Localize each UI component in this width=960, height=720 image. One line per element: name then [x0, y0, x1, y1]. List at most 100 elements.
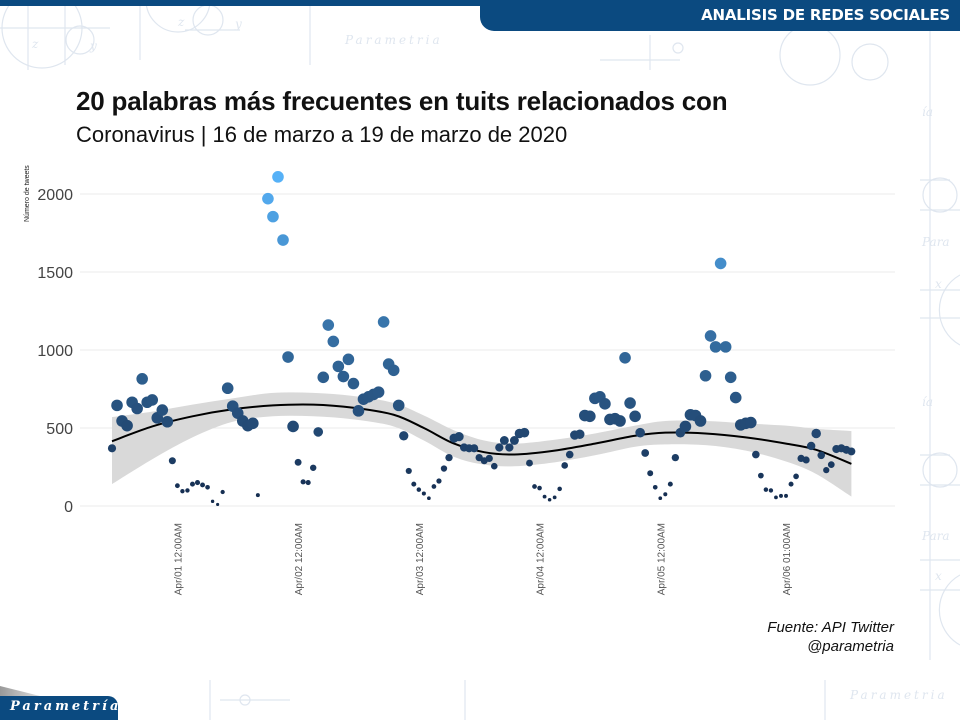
data-point — [411, 481, 417, 487]
data-point — [679, 420, 692, 433]
y-tick-label: 2000 — [37, 187, 73, 204]
data-point — [416, 487, 422, 492]
data-point — [255, 493, 260, 498]
data-point — [768, 488, 774, 493]
data-point — [729, 391, 742, 404]
y-tick-label: 1000 — [37, 343, 73, 360]
x-tick-label: Apr/04 12:00AM — [536, 523, 547, 595]
data-point — [156, 404, 169, 416]
y-tick-label: 1500 — [37, 265, 73, 282]
data-point — [641, 449, 650, 457]
data-point — [313, 427, 324, 437]
data-point — [440, 465, 448, 472]
smooth-trend-line — [111, 403, 852, 465]
data-point — [168, 457, 176, 465]
data-point — [210, 499, 215, 504]
chart-title: 20 palabras más frecuentes en tuits rela… — [76, 86, 728, 116]
x-tick-label: Apr/06 01:00AM — [782, 523, 793, 595]
data-point — [287, 420, 299, 433]
svg-text:Para: Para — [921, 235, 950, 249]
data-point — [490, 462, 498, 470]
x-axis-ticks: Apr/01 12:00AM Apr/02 12:00AM Apr/03 12:00… — [173, 523, 793, 595]
confidence-band — [112, 392, 852, 497]
data-point — [526, 459, 533, 467]
data-point — [200, 482, 205, 488]
data-point — [372, 386, 385, 398]
data-point — [847, 447, 856, 456]
data-point — [107, 444, 117, 453]
data-point — [817, 451, 825, 460]
data-point — [111, 399, 123, 412]
data-point — [827, 461, 835, 469]
data-point — [317, 371, 330, 384]
x-tick-label: Apr/01 12:00AM — [173, 523, 184, 595]
data-point — [121, 419, 133, 432]
data-point — [547, 497, 552, 502]
gridlines — [80, 193, 895, 507]
data-point — [719, 341, 732, 353]
data-point — [724, 371, 737, 384]
parametria-logo: Parametría — [0, 696, 118, 720]
data-point — [216, 502, 220, 507]
data-point — [704, 330, 717, 342]
data-point — [221, 382, 234, 395]
data-point — [485, 454, 493, 463]
data-point — [337, 370, 350, 383]
data-point — [305, 480, 311, 486]
data-point — [405, 467, 412, 474]
data-point — [758, 472, 764, 479]
data-point — [537, 485, 542, 491]
data-point — [647, 470, 654, 477]
data-point — [377, 316, 390, 328]
section-title: ANALISIS DE REDES SOCIALES — [701, 6, 950, 24]
data-point — [347, 377, 360, 390]
data-point — [185, 488, 190, 493]
data-point — [823, 467, 830, 474]
data-point — [802, 456, 810, 464]
data-point — [575, 429, 585, 439]
data-point — [282, 351, 294, 363]
data-point — [205, 484, 210, 490]
data-point — [505, 443, 514, 452]
data-point — [220, 489, 225, 495]
data-point — [811, 428, 821, 439]
data-point — [180, 489, 185, 494]
svg-text:ía: ía — [922, 395, 933, 409]
svg-text:y: y — [89, 39, 97, 53]
source-line: Fuente: API Twitter — [767, 619, 894, 636]
data-point — [619, 352, 631, 364]
data-point — [136, 373, 148, 385]
data-point — [694, 415, 707, 427]
data-point — [174, 483, 180, 489]
data-points — [107, 171, 856, 507]
data-point — [542, 494, 547, 499]
logo-text: Parametría — [10, 699, 122, 714]
data-point — [532, 484, 537, 489]
data-point — [561, 462, 569, 469]
data-point — [262, 192, 274, 205]
data-point — [190, 481, 195, 487]
source-handle: @parametria — [807, 638, 894, 655]
data-point — [671, 453, 680, 462]
x-tick-label: Apr/05 12:00AM — [656, 523, 667, 595]
data-point — [194, 480, 201, 486]
data-point — [557, 486, 562, 492]
data-point — [793, 473, 799, 480]
data-point — [445, 453, 453, 462]
data-point — [752, 450, 760, 459]
svg-text:z: z — [31, 37, 39, 51]
data-point — [784, 493, 788, 498]
data-point — [495, 443, 504, 452]
data-point — [247, 417, 259, 430]
data-point — [277, 234, 289, 246]
svg-text:x: x — [935, 569, 942, 583]
data-point — [658, 496, 663, 501]
data-point — [499, 436, 509, 445]
data-point — [709, 341, 722, 353]
watermark-text-1: Parametria — [344, 33, 443, 47]
data-point — [624, 397, 636, 409]
data-point — [131, 402, 143, 415]
svg-text:z: z — [177, 15, 185, 29]
y-tick-label: 0 — [64, 499, 73, 516]
